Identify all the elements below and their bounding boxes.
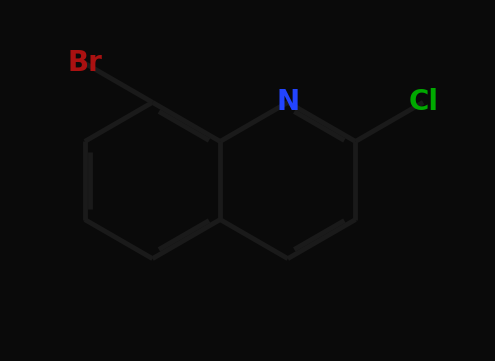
Text: Br: Br [67,49,102,77]
Text: Cl: Cl [408,88,438,116]
Text: N: N [276,88,299,116]
